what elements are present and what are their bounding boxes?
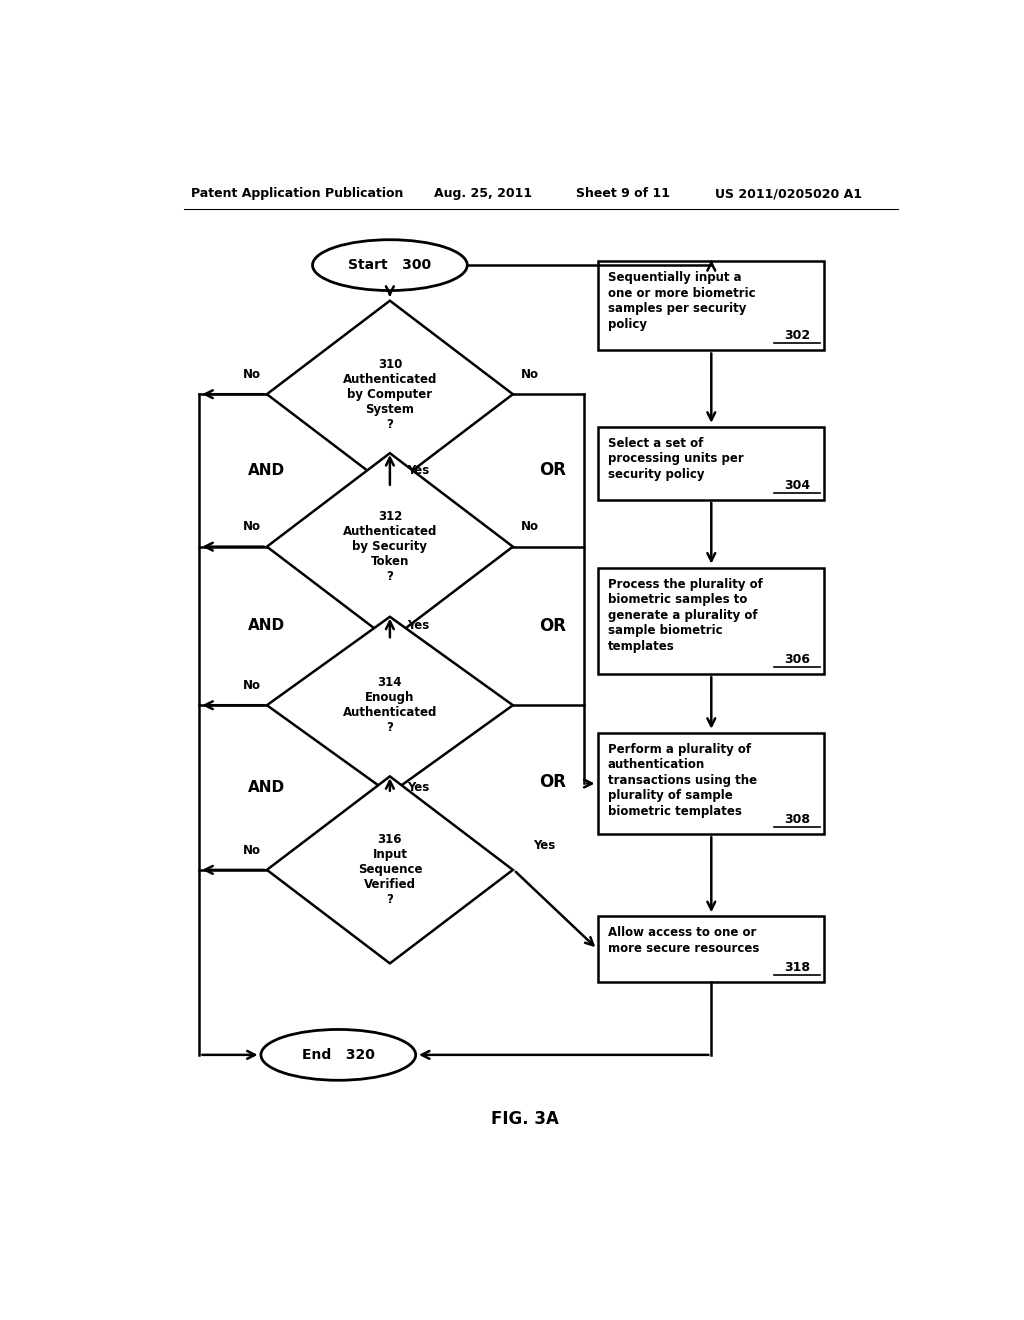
Text: Allow access to one or
more secure resources: Allow access to one or more secure resou…	[607, 927, 759, 954]
Text: Patent Application Publication: Patent Application Publication	[191, 187, 403, 201]
Text: OR: OR	[539, 462, 566, 479]
FancyBboxPatch shape	[598, 261, 824, 351]
Text: No: No	[243, 368, 260, 381]
FancyBboxPatch shape	[598, 916, 824, 982]
Text: OR: OR	[539, 616, 566, 635]
Text: Yes: Yes	[408, 619, 430, 632]
Polygon shape	[267, 616, 513, 793]
Text: Yes: Yes	[408, 463, 430, 477]
Text: 318: 318	[784, 961, 810, 974]
Polygon shape	[267, 301, 513, 487]
Text: Yes: Yes	[408, 781, 430, 795]
Text: Aug. 25, 2011: Aug. 25, 2011	[433, 187, 531, 201]
FancyBboxPatch shape	[598, 568, 824, 675]
Text: No: No	[243, 678, 260, 692]
Text: No: No	[521, 368, 539, 381]
Text: 314
Enough
Authenticated
?: 314 Enough Authenticated ?	[343, 676, 437, 734]
Ellipse shape	[261, 1030, 416, 1080]
Polygon shape	[267, 776, 513, 964]
Text: 316
Input
Sequence
Verified
?: 316 Input Sequence Verified ?	[357, 833, 422, 907]
FancyBboxPatch shape	[598, 426, 824, 500]
Text: Process the plurality of
biometric samples to
generate a plurality of
sample bio: Process the plurality of biometric sampl…	[607, 578, 763, 652]
Text: 310
Authenticated
by Computer
System
?: 310 Authenticated by Computer System ?	[343, 358, 437, 430]
Text: 306: 306	[784, 653, 810, 667]
Text: No: No	[243, 843, 260, 857]
Text: 304: 304	[784, 479, 810, 492]
Text: Sequentially input a
one or more biometric
samples per security
policy: Sequentially input a one or more biometr…	[607, 271, 756, 331]
Text: 302: 302	[784, 330, 810, 342]
Text: Perform a plurality of
authentication
transactions using the
plurality of sample: Perform a plurality of authentication tr…	[607, 743, 757, 818]
Text: AND: AND	[248, 780, 286, 795]
Text: Sheet 9 of 11: Sheet 9 of 11	[577, 187, 671, 201]
Text: 308: 308	[784, 813, 810, 826]
Text: US 2011/0205020 A1: US 2011/0205020 A1	[715, 187, 862, 201]
Text: AND: AND	[248, 619, 286, 634]
Text: AND: AND	[248, 463, 286, 478]
FancyBboxPatch shape	[598, 733, 824, 834]
Polygon shape	[267, 453, 513, 640]
Text: 312
Authenticated
by Security
Token
?: 312 Authenticated by Security Token ?	[343, 510, 437, 583]
Text: Yes: Yes	[532, 838, 555, 851]
Text: End   320: End 320	[302, 1048, 375, 1061]
Text: FIG. 3A: FIG. 3A	[490, 1110, 559, 1127]
Ellipse shape	[312, 240, 467, 290]
Text: Select a set of
processing units per
security policy: Select a set of processing units per sec…	[607, 437, 743, 480]
Text: Start   300: Start 300	[348, 259, 431, 272]
Text: OR: OR	[539, 774, 566, 792]
Text: No: No	[243, 520, 260, 533]
Text: No: No	[521, 520, 539, 533]
